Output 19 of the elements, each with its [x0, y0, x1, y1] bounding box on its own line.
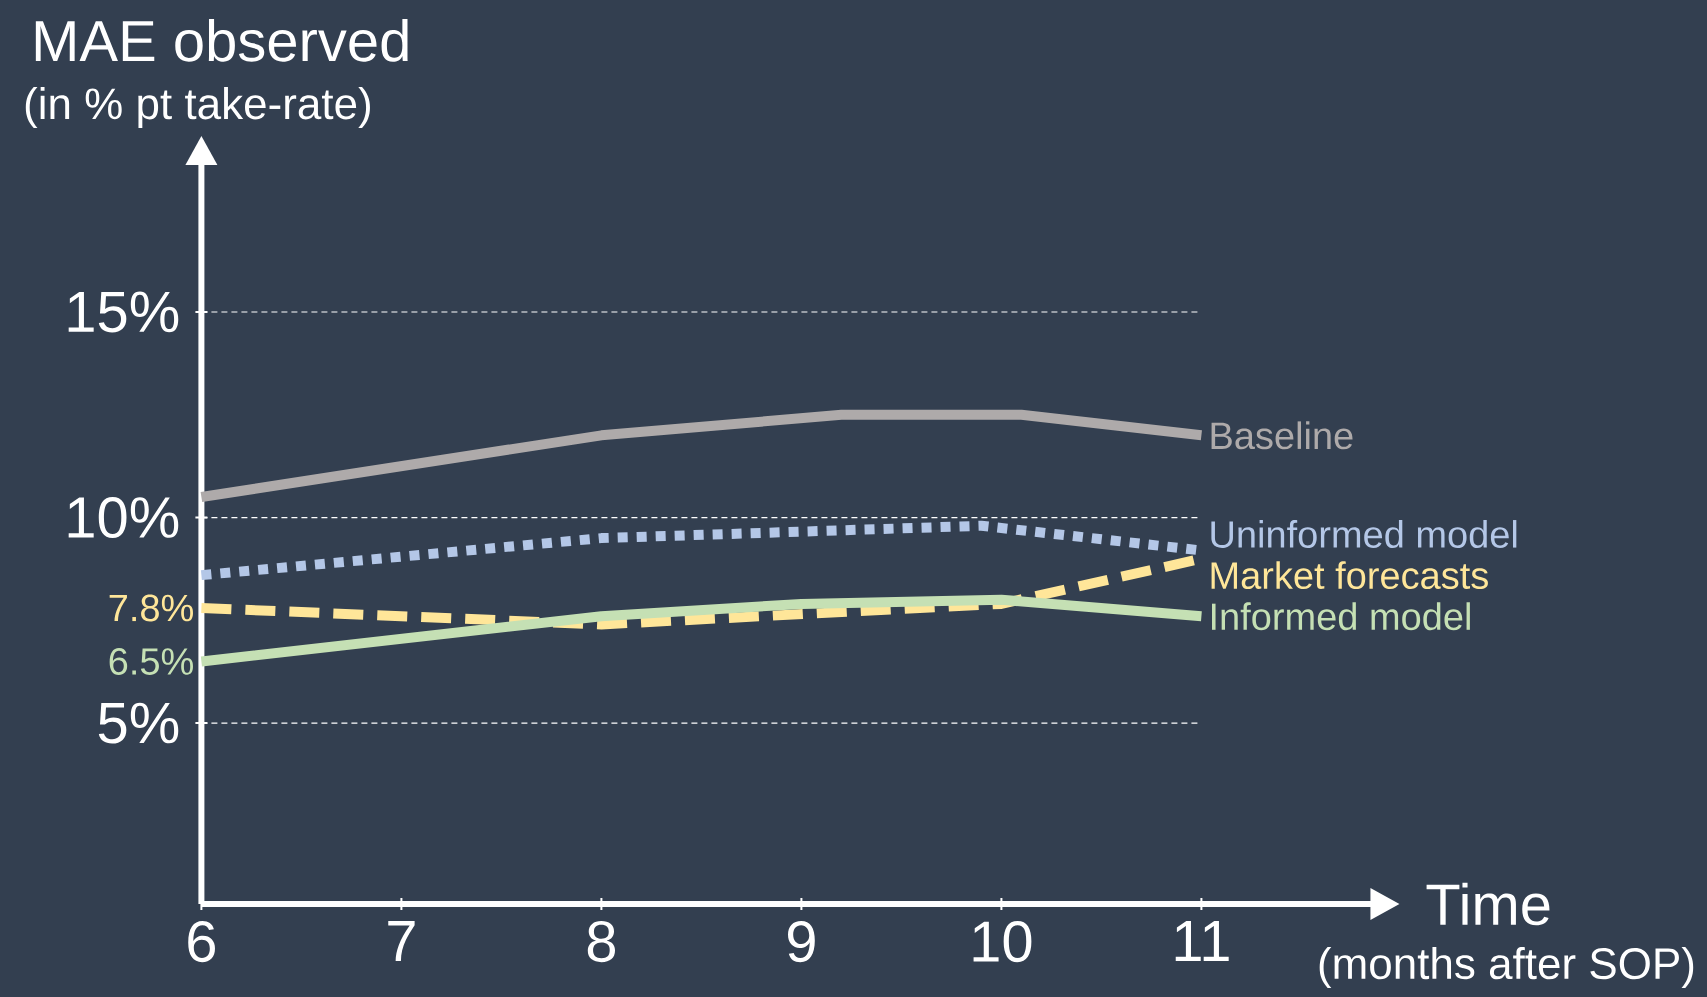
x-tick-label: 9: [788, 921, 815, 963]
x-tick-label: 8: [587, 921, 616, 963]
x-axis-title: Time: [1426, 882, 1550, 926]
y-tick-label: 10%: [68, 497, 179, 539]
x-tick-label: 11: [1175, 921, 1229, 961]
chart-subtitle: (in % pt take-rate): [25, 87, 370, 129]
series-label: Uninformed model: [1211, 520, 1517, 548]
text: (months after SOP): [1319, 946, 1694, 988]
x-tick-label: 6: [188, 921, 215, 963]
series-label: Market forecasts: [1211, 561, 1488, 590]
series-label: Baseline: [1211, 421, 1353, 450]
y-tick-label: 15%: [68, 291, 179, 333]
x-tick-label: 10: [973, 921, 1032, 963]
x-tick-label: 7: [388, 921, 415, 961]
series-label: Informed model: [1211, 602, 1470, 631]
data-label: 7.8%: [109, 594, 193, 622]
chart-title: MAE observed: [35, 19, 408, 62]
y-tick-label: 5%: [98, 702, 179, 744]
data-label: 6.5%: [109, 647, 193, 675]
